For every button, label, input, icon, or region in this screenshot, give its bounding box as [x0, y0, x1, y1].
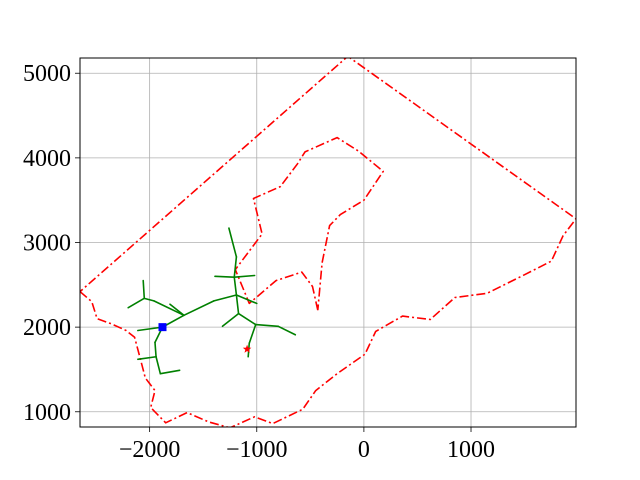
tree-edge [183, 300, 215, 317]
y-tick-label: 4000 [23, 146, 71, 172]
y-tick-label: 1000 [23, 400, 71, 426]
tree-edge [233, 256, 238, 278]
x-tick-label: 0 [358, 437, 370, 463]
marker-layer [158, 323, 252, 353]
y-tick-label: 5000 [23, 61, 71, 87]
tree-edge [142, 279, 146, 300]
outer-boundary-line [80, 58, 576, 427]
tree-edge [248, 323, 257, 345]
tree-edge [237, 312, 257, 326]
tree-edge [277, 325, 297, 336]
tree-edge [221, 312, 240, 328]
y-tick-labels: 1000 2000 3000 4000 5000 [23, 61, 71, 426]
x-tick-labels: −2000 −1000 0 1000 [119, 437, 495, 463]
y-tick-label: 2000 [23, 315, 71, 341]
tick-layer [75, 72, 472, 432]
tree-edge [214, 275, 236, 278]
tree-edge [169, 303, 185, 317]
tree-layer [127, 227, 297, 375]
tree-edge [143, 297, 155, 302]
x-tick-label: −2000 [119, 437, 181, 463]
x-tick-label: −1000 [226, 437, 288, 463]
tree-edge [154, 341, 157, 358]
tree-edge [233, 276, 238, 296]
grid-lines [80, 58, 576, 427]
tree-edge [233, 274, 256, 278]
tree-edge [213, 294, 238, 302]
boundary-layer [80, 58, 576, 427]
x-tick-label: 1000 [447, 437, 495, 463]
tree-edge [228, 227, 238, 258]
tree-edge [155, 355, 162, 375]
tree-edge [127, 297, 146, 309]
goal-marker [242, 344, 252, 353]
tree-edge [159, 369, 181, 375]
tree-edge [254, 323, 279, 328]
start-marker [158, 323, 167, 332]
tree-edge [153, 300, 185, 317]
tree-edge [137, 355, 157, 361]
tree-edge [137, 326, 164, 332]
tree-edge [235, 294, 240, 315]
inner-boundary-line [234, 136, 385, 311]
tree-edge [235, 294, 258, 305]
y-tick-label: 3000 [23, 231, 71, 257]
